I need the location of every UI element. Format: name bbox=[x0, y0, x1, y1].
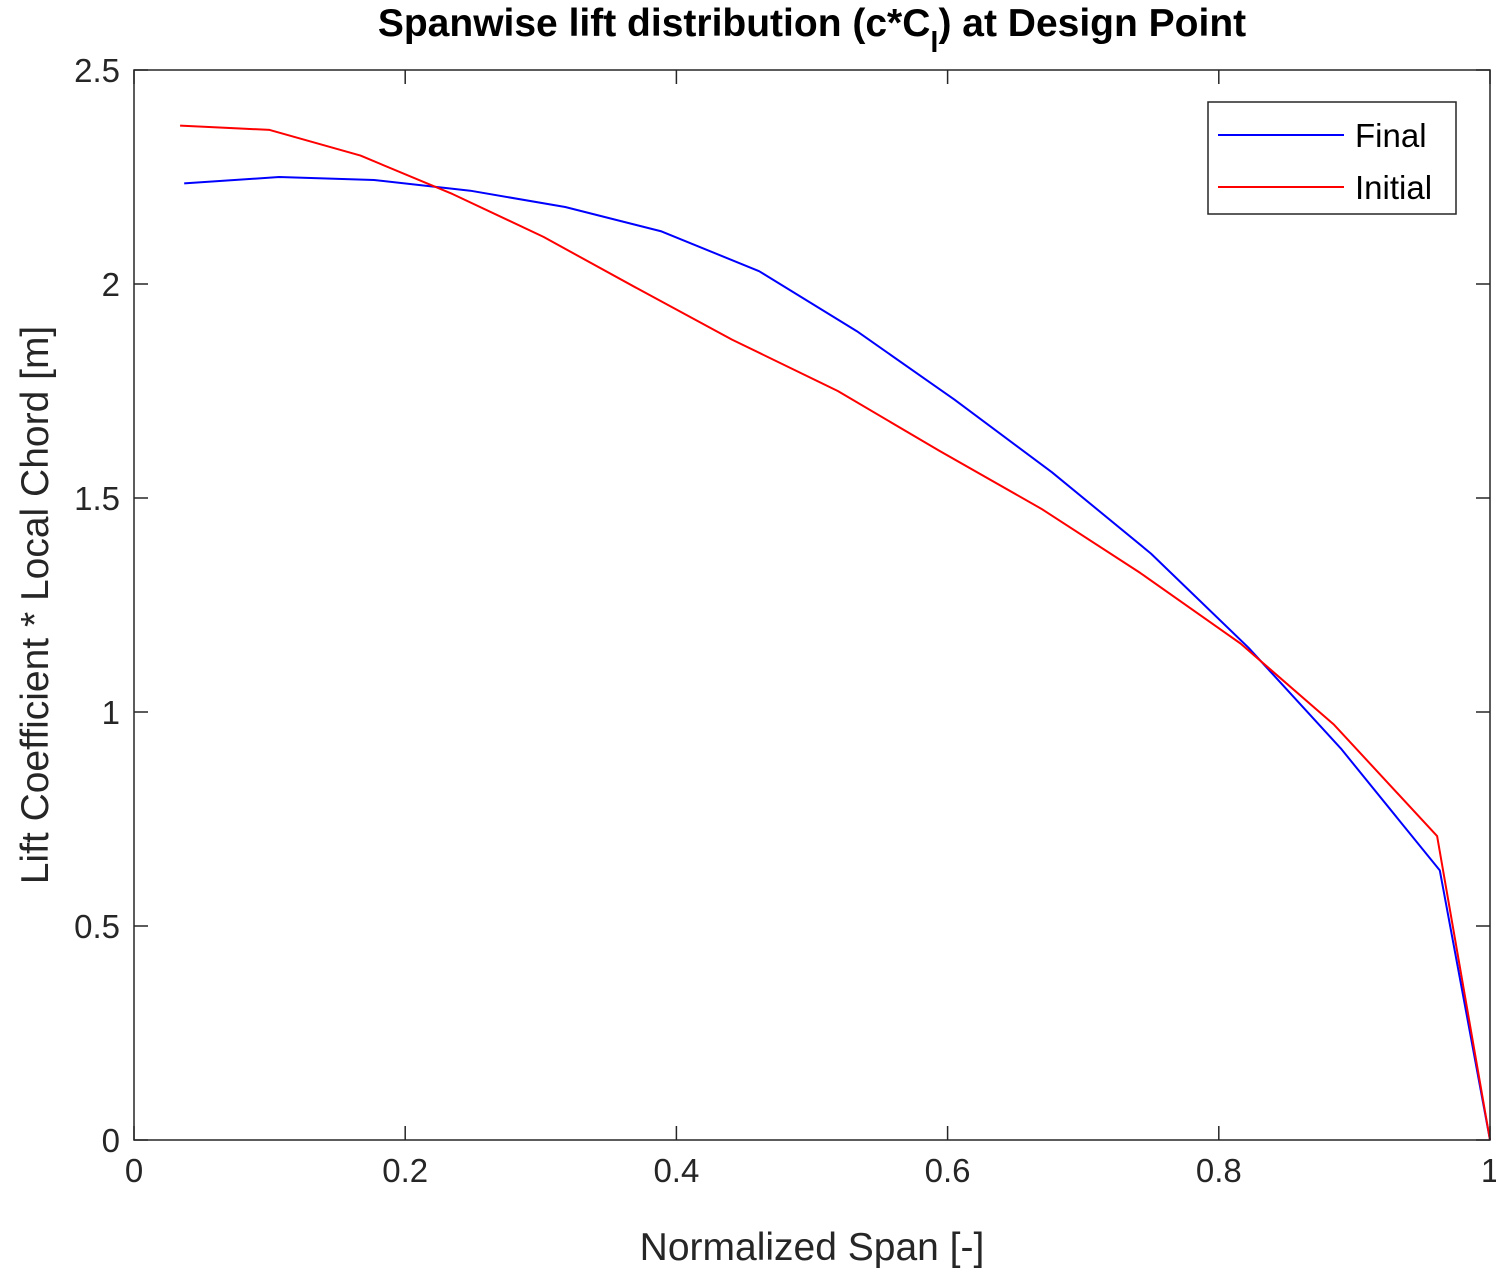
y-tick-label: 0 bbox=[102, 1122, 120, 1159]
chart-title-prefix: Spanwise lift distribution (c*C bbox=[378, 2, 931, 45]
legend-label-initial: Initial bbox=[1355, 169, 1432, 206]
chart-title-subscript: l bbox=[930, 27, 938, 59]
y-tick-label: 2 bbox=[102, 266, 120, 303]
y-axis-label: Lift Coefficient * Local Chord [m] bbox=[14, 326, 57, 885]
x-tick-label: 0.8 bbox=[1196, 1152, 1242, 1189]
x-tick-label: 0.6 bbox=[925, 1152, 971, 1189]
legend: Final Initial bbox=[1208, 102, 1456, 214]
chart-title-suffix: ) at Design Point bbox=[938, 2, 1246, 45]
y-tick-label: 1.5 bbox=[74, 480, 120, 517]
axes: 0 0.2 0.4 0.6 0.8 1 0 0.5 1 1.5 2 2.5 bbox=[74, 52, 1496, 1189]
x-tick-label: 1 bbox=[1481, 1152, 1496, 1189]
plot-area bbox=[134, 70, 1490, 1140]
y-tick-label: 2.5 bbox=[74, 52, 120, 89]
chart-title: Spanwise lift distribution (c*Cl) at Des… bbox=[378, 2, 1246, 59]
x-tick-label: 0.4 bbox=[653, 1152, 699, 1189]
legend-label-final: Final bbox=[1355, 117, 1427, 154]
x-tick-label: 0 bbox=[125, 1152, 143, 1189]
y-tick-label: 1 bbox=[102, 694, 120, 731]
x-axis-label: Normalized Span [-] bbox=[640, 1226, 985, 1269]
y-tick-label: 0.5 bbox=[74, 908, 120, 945]
x-tick-label: 0.2 bbox=[382, 1152, 428, 1189]
